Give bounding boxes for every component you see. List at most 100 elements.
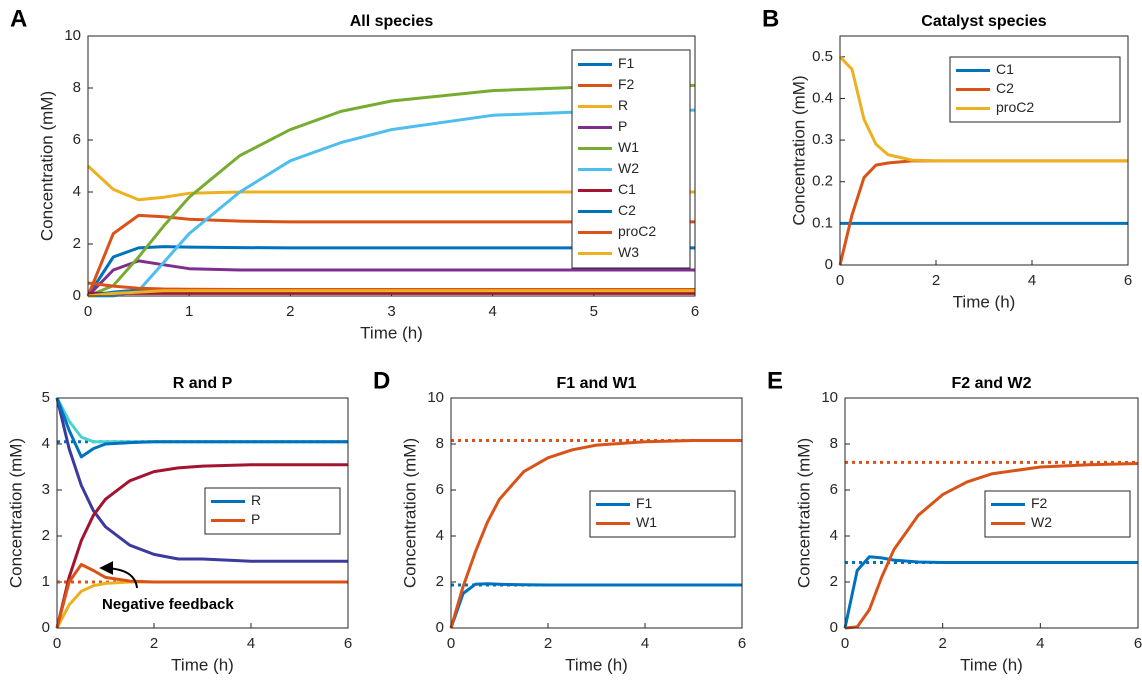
- x-tick-label: 3: [387, 303, 395, 320]
- legend-label: F1: [618, 55, 635, 71]
- y-axis-label: Concentration (mM): [789, 75, 808, 225]
- y-tick-label: 0.2: [812, 173, 833, 190]
- x-tick-label: 4: [1028, 272, 1036, 289]
- series-line: [843, 555, 1138, 629]
- y-tick-label: 2: [830, 573, 838, 590]
- x-tick-label: 6: [738, 635, 746, 652]
- legend-box: [204, 487, 341, 535]
- legend-label: C1: [996, 61, 1014, 77]
- y-tick-label: 10: [427, 389, 444, 406]
- x-tick-label: 0: [53, 635, 61, 652]
- series-line: [838, 55, 1128, 163]
- x-tick-label: 4: [488, 303, 496, 320]
- series-line: [55, 397, 348, 459]
- x-tick-label: 1: [185, 303, 193, 320]
- legend-label: C2: [996, 80, 1014, 96]
- y-axis-label: Concentration (mM): [6, 438, 25, 588]
- y-tick-label: 0: [73, 287, 81, 304]
- annotation: Negative feedback: [102, 596, 234, 613]
- legend-label: F2: [1031, 495, 1048, 511]
- panel: 0 1 2 3 4 5 6 0 2 4 6 8 10 All species Time (h) Concent…: [10, 5, 699, 342]
- legend-label: F2: [618, 76, 635, 92]
- series-line: [449, 582, 742, 629]
- legend-box: [984, 490, 1131, 538]
- x-tick-label: 4: [641, 635, 649, 652]
- legend-label: R: [251, 492, 261, 508]
- legend-label: C2: [618, 202, 636, 218]
- panel: 0 2 4 6 0 0.1 0.2 0.3 0.4 0.5 Catalyst species Time…: [762, 5, 1132, 311]
- y-axis-label: Concentration (mM): [400, 438, 419, 588]
- x-tick-label: 6: [691, 303, 699, 320]
- x-tick-label: 6: [1134, 635, 1142, 652]
- y-tick-label: 4: [436, 527, 444, 544]
- y-tick-label: 10: [821, 389, 838, 406]
- legend-box: [589, 490, 736, 538]
- y-tick-label: 1: [42, 573, 50, 590]
- panel-letter: D: [373, 367, 390, 394]
- y-tick-label: 0: [825, 256, 833, 273]
- x-tick-label: 0: [84, 303, 92, 320]
- x-tick-label: 4: [1036, 635, 1044, 652]
- y-tick-label: 0.3: [812, 131, 833, 148]
- series-line: [449, 439, 742, 629]
- chart-title: Catalyst species: [921, 13, 1047, 30]
- series-line: [87, 83, 696, 298]
- panel: 0 2 4 6 0 1 2 3 4 5 R and P Time (h) Concentration (…: [6, 375, 352, 674]
- x-tick-label: 2: [150, 635, 158, 652]
- y-tick-label: 6: [73, 131, 81, 148]
- legend-label: proC2: [618, 223, 656, 239]
- chart-title: All species: [350, 13, 434, 30]
- panel-letter: E: [767, 367, 783, 394]
- legend-label: proC2: [996, 99, 1034, 115]
- series-line: [844, 462, 1139, 630]
- x-tick-label: 0: [447, 635, 455, 652]
- panel: 0 2 4 6 0 2 4 6 8 10 F1 and W1 Time (h) Concentratio…: [373, 367, 746, 674]
- legend-label: W3: [618, 244, 639, 260]
- y-tick-label: 0.4: [812, 89, 833, 106]
- annotation-arrow: [99, 561, 138, 589]
- y-tick-label: 4: [830, 527, 838, 544]
- plot-frame: [56, 397, 349, 629]
- legend-label: C1: [618, 181, 636, 197]
- y-tick-label: 6: [436, 481, 444, 498]
- y-tick-label: 6: [830, 481, 838, 498]
- x-axis-label: Time (h): [565, 655, 628, 674]
- legend-label: P: [251, 511, 260, 527]
- y-tick-label: 8: [436, 435, 444, 452]
- chart-title: F2 and W2: [951, 375, 1031, 392]
- plot-frame: [450, 397, 743, 629]
- chart-title: F1 and W1: [556, 375, 636, 392]
- y-tick-label: 10: [64, 27, 81, 44]
- x-tick-label: 2: [932, 272, 940, 289]
- plot-frame: [87, 35, 696, 297]
- y-axis-label: Concentration (mM): [794, 438, 813, 588]
- y-tick-label: 5: [42, 389, 50, 406]
- legend-label: P: [618, 118, 627, 134]
- x-tick-label: 2: [938, 635, 946, 652]
- y-tick-label: 2: [436, 573, 444, 590]
- x-axis-label: Time (h): [960, 655, 1023, 674]
- x-tick-label: 2: [286, 303, 294, 320]
- plot-frame: [839, 35, 1129, 266]
- x-tick-label: 0: [836, 272, 844, 289]
- y-tick-label: 0: [830, 619, 838, 636]
- y-tick-label: 0: [436, 619, 444, 636]
- x-tick-label: 2: [544, 635, 552, 652]
- legend-label: W1: [618, 139, 639, 155]
- legend-label: W2: [1031, 514, 1052, 530]
- series-line: [55, 463, 348, 629]
- series-line: [87, 289, 695, 298]
- panel-letter: B: [762, 5, 779, 32]
- panel-letter: A: [10, 5, 27, 32]
- x-tick-label: 5: [590, 303, 598, 320]
- y-tick-label: 4: [42, 435, 50, 452]
- series-line: [86, 245, 695, 297]
- y-tick-label: 2: [73, 235, 81, 252]
- x-axis-label: Time (h): [953, 292, 1016, 311]
- x-tick-label: 4: [247, 635, 255, 652]
- y-tick-label: 2: [42, 527, 50, 544]
- y-tick-label: 3: [42, 481, 50, 498]
- y-tick-label: 0.1: [812, 214, 833, 231]
- x-axis-label: Time (h): [171, 655, 234, 674]
